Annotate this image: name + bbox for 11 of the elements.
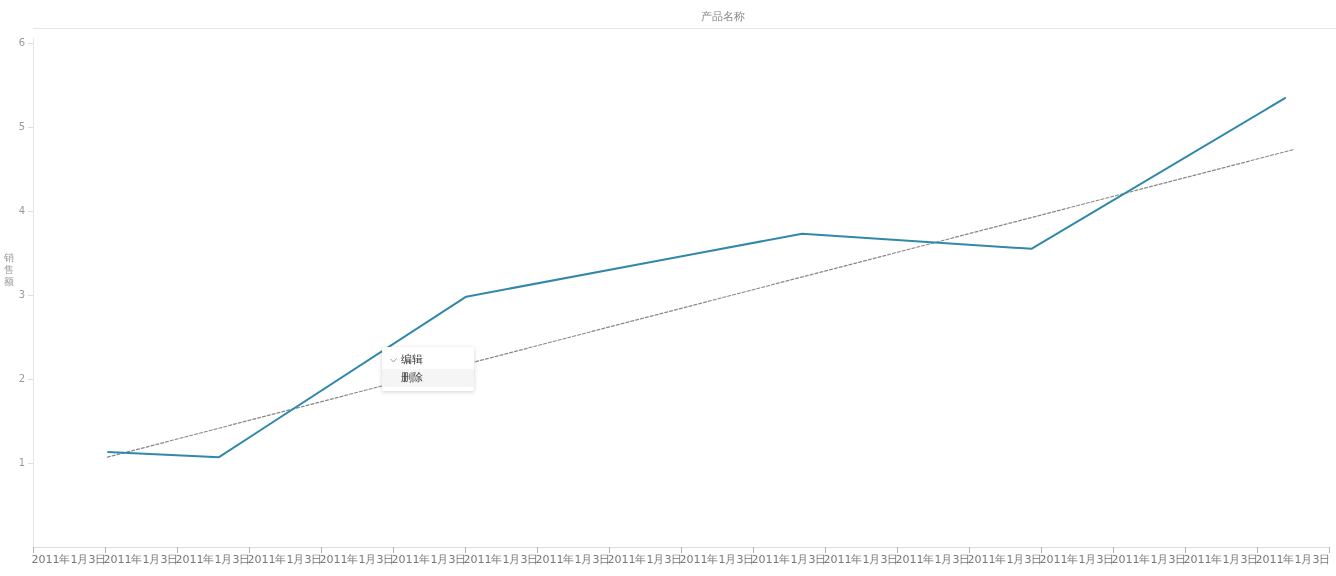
y-tick-label: 4 [18,204,25,216]
chart-title: 产品名称 [700,10,746,24]
annotation: 删除 [401,370,423,386]
y-tick-label: 6 [18,36,25,48]
annotation: 编辑 [401,352,423,368]
y-tick-label: 5 [18,120,25,132]
y-axis-title: 销售额 [3,252,15,288]
y-tick-label: 3 [18,288,25,300]
context-menu: 编辑 删除 [382,347,474,391]
y-tick-label: 2 [18,372,25,384]
y-tick-label: 1 [18,456,25,468]
